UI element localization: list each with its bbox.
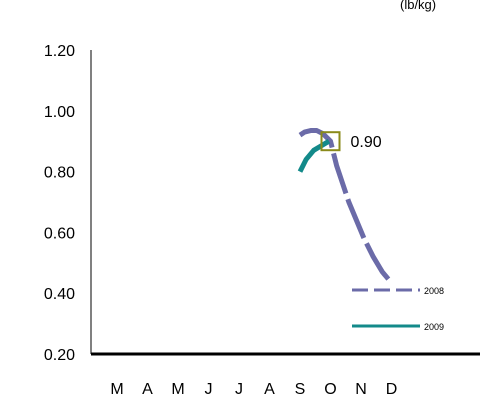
- x-tick-label: M: [110, 381, 123, 398]
- y-tick-label: 0.80: [44, 165, 75, 182]
- legend-label-2009: 2009: [424, 322, 444, 332]
- series-line-2009: [297, 139, 331, 173]
- x-tick-label: S: [295, 381, 306, 398]
- legend: 2008 2009: [352, 286, 444, 332]
- series-line-2008: [298, 128, 392, 283]
- data-label-annotation: 0.90: [351, 134, 382, 151]
- chart-title-partial: (lb/kg): [400, 0, 436, 12]
- series-lines: [297, 128, 392, 283]
- y-tick-label: 1.20: [44, 43, 75, 60]
- y-tick-labels: 0.20 0.40 0.60 0.80 1.00 1.20: [44, 43, 75, 364]
- x-tick-label: N: [355, 381, 367, 398]
- y-tick-label: 0.40: [44, 286, 75, 303]
- legend-label-2008: 2008: [424, 286, 444, 296]
- x-tick-label: D: [386, 381, 398, 398]
- data-point-marker: [320, 131, 341, 152]
- y-tick-label: 1.00: [44, 104, 75, 121]
- x-tick-label: A: [142, 381, 153, 398]
- x-tick-label: M: [171, 381, 184, 398]
- x-tick-label: A: [264, 381, 275, 398]
- y-tick-label: 0.60: [44, 225, 75, 242]
- x-tick-label: O: [324, 381, 336, 398]
- y-tick-label: 0.20: [44, 347, 75, 364]
- x-tick-label: J: [235, 381, 243, 398]
- x-tick-label: J: [205, 381, 213, 398]
